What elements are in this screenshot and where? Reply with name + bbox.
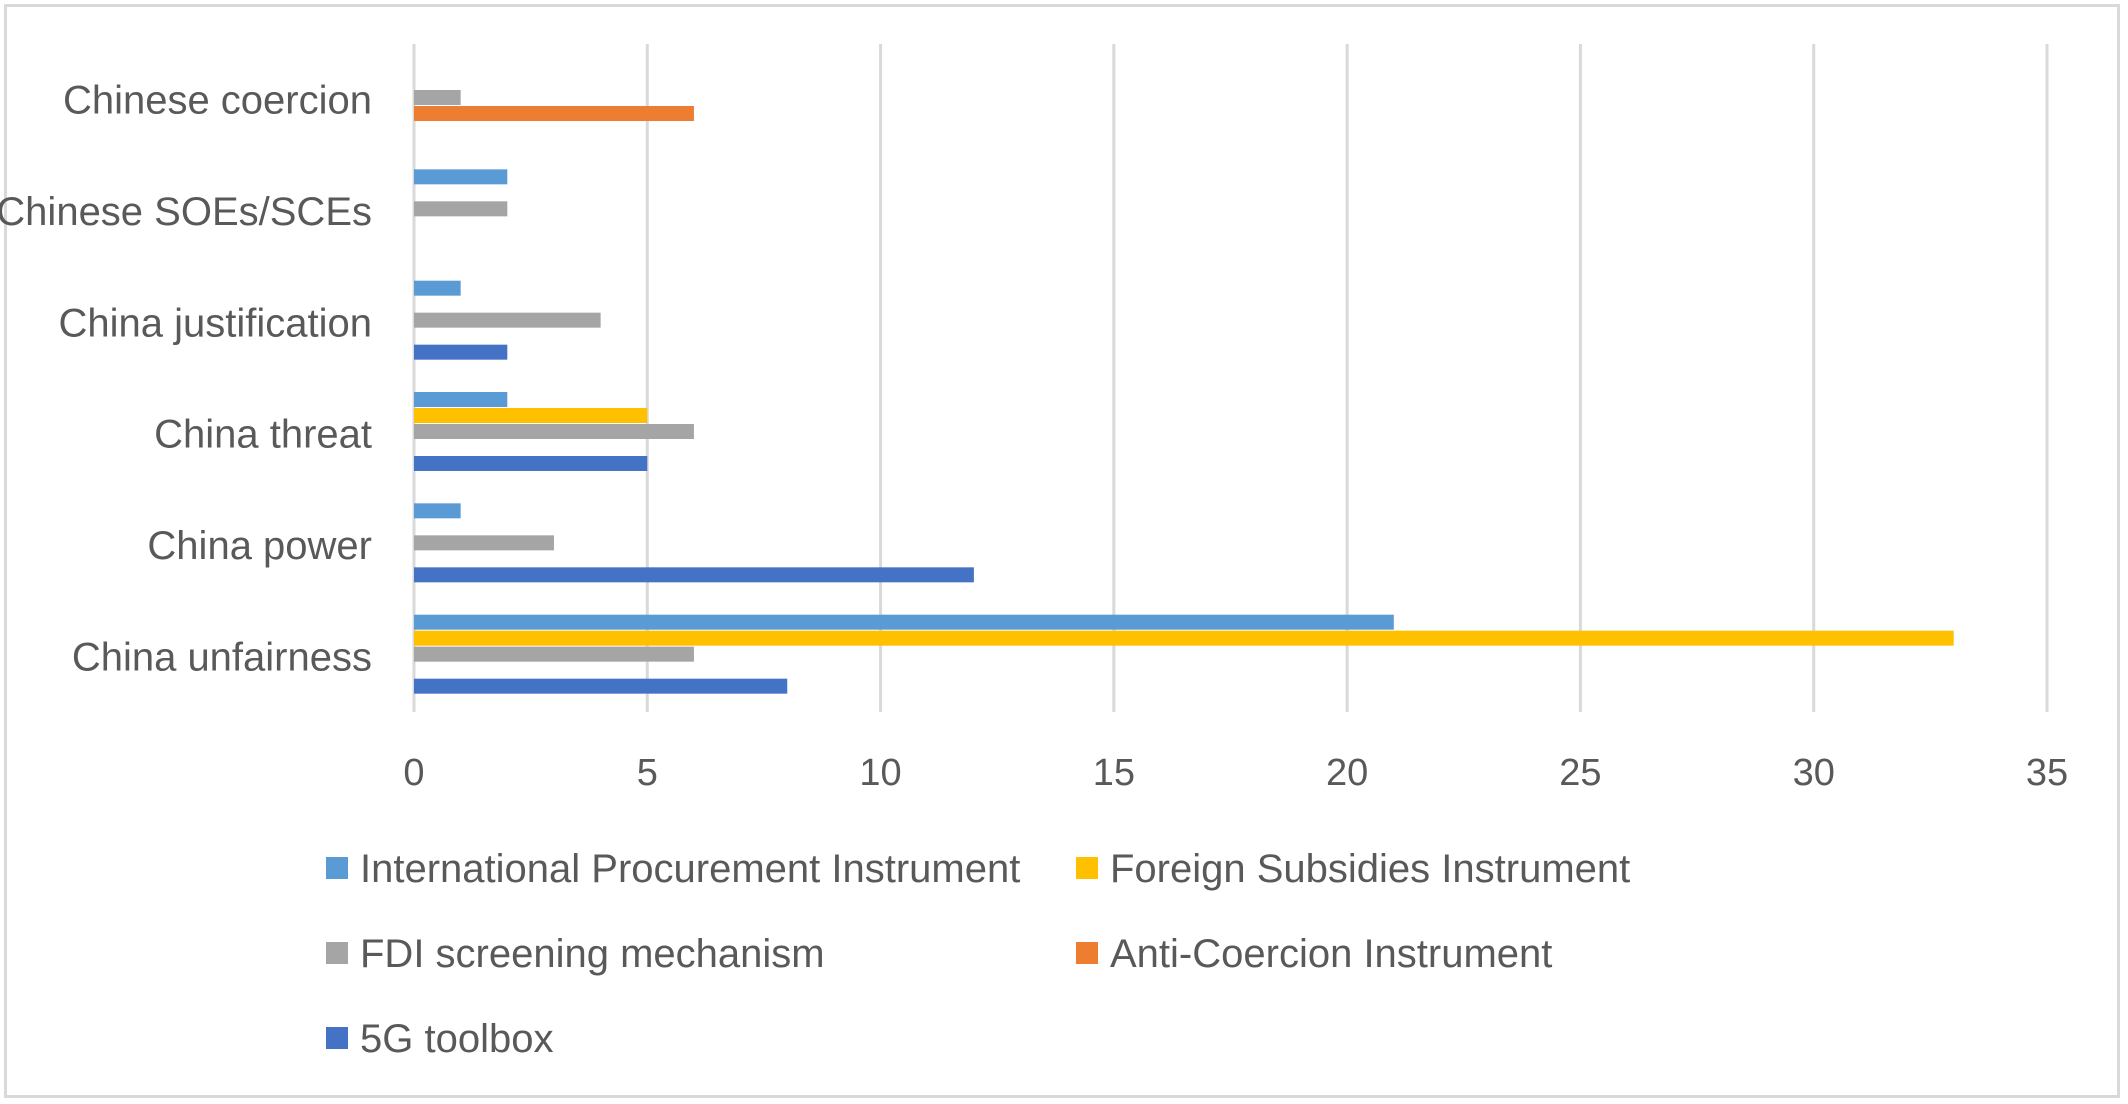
bar-international-procurement-instrument-china-justification xyxy=(414,280,461,296)
legend-swatch-5g-toolbox xyxy=(326,1027,348,1049)
bar-5g-toolbox-china-justification xyxy=(414,344,508,360)
bar-5g-toolbox-china-threat xyxy=(414,456,648,471)
bar-fdi-screening-mechanism-china-justification xyxy=(414,312,601,328)
legend-label-foreign-subsidies-instrument: Foreign Subsidies Instrument xyxy=(1110,847,1630,891)
category-label-china-threat: China threat xyxy=(154,413,372,457)
bar-fdi-screening-mechanism-china-threat xyxy=(414,424,694,439)
legend: International Procurement Instrument Fore… xyxy=(326,847,1630,1061)
bar-foreign-subsidies-instrument-china-threat xyxy=(414,408,648,423)
category-label-china-power: China power xyxy=(147,524,372,568)
x-tick-label-10: 10 xyxy=(859,752,901,794)
bar-international-procurement-instrument-china-power xyxy=(414,503,461,519)
x-tick-label-15: 15 xyxy=(1093,752,1135,794)
x-tick-label-20: 20 xyxy=(1326,752,1368,794)
x-tick-labels: 0 5 10 15 20 25 30 35 xyxy=(403,752,2068,794)
legend-label-anti-coercion-instrument: Anti-Coercion Instrument xyxy=(1110,932,1552,976)
legend-swatch-anti-coercion-instrument xyxy=(1076,942,1098,964)
x-tick-label-0: 0 xyxy=(403,752,424,794)
category-label-china-unfairness: China unfairness xyxy=(72,635,372,679)
bar-5g-toolbox-china-power xyxy=(414,567,974,583)
chart-frame xyxy=(4,4,2120,1098)
bar-foreign-subsidies-instrument-china-unfairness xyxy=(414,630,1954,646)
bar-fdi-screening-mechanism-china-power xyxy=(414,535,554,551)
x-tick-label-35: 35 xyxy=(2026,752,2068,794)
legend-label-fdi-screening-mechanism: FDI screening mechanism xyxy=(360,932,825,976)
category-labels: China unfairness China power China threat C… xyxy=(0,79,372,680)
bar-fdi-screening-mechanism-china-unfairness xyxy=(414,646,694,662)
bar-5g-toolbox-china-unfairness xyxy=(414,678,788,694)
bar-international-procurement-instrument-china-unfairness xyxy=(414,614,1394,630)
gridlines xyxy=(412,44,2049,712)
bars xyxy=(414,90,1954,694)
bar-international-procurement-instrument-china-threat xyxy=(414,392,508,407)
bar-anti-coercion-instrument-chinese-coercion xyxy=(414,106,694,121)
legend-swatch-international-procurement-instrument xyxy=(326,857,348,879)
bar-fdi-screening-mechanism-chinese-soes-sces xyxy=(414,201,508,217)
legend-label-international-procurement-instrument: International Procurement Instrument xyxy=(360,847,1020,891)
x-tick-label-25: 25 xyxy=(1559,752,1601,794)
category-label-chinese-soes-sces: Chinese SOEs/SCEs xyxy=(0,190,372,234)
legend-swatch-foreign-subsidies-instrument xyxy=(1076,857,1098,879)
legend-swatch-fdi-screening-mechanism xyxy=(326,942,348,964)
bar-fdi-screening-mechanism-chinese-coercion xyxy=(414,90,461,105)
category-label-china-justification: China justification xyxy=(59,301,373,345)
category-label-chinese-coercion: Chinese coercion xyxy=(63,79,372,123)
x-tick-label-5: 5 xyxy=(637,752,658,794)
legend-label-5g-toolbox: 5G toolbox xyxy=(360,1017,553,1061)
x-tick-label-30: 30 xyxy=(1793,752,1835,794)
bar-international-procurement-instrument-chinese-soes-sces xyxy=(414,169,508,185)
